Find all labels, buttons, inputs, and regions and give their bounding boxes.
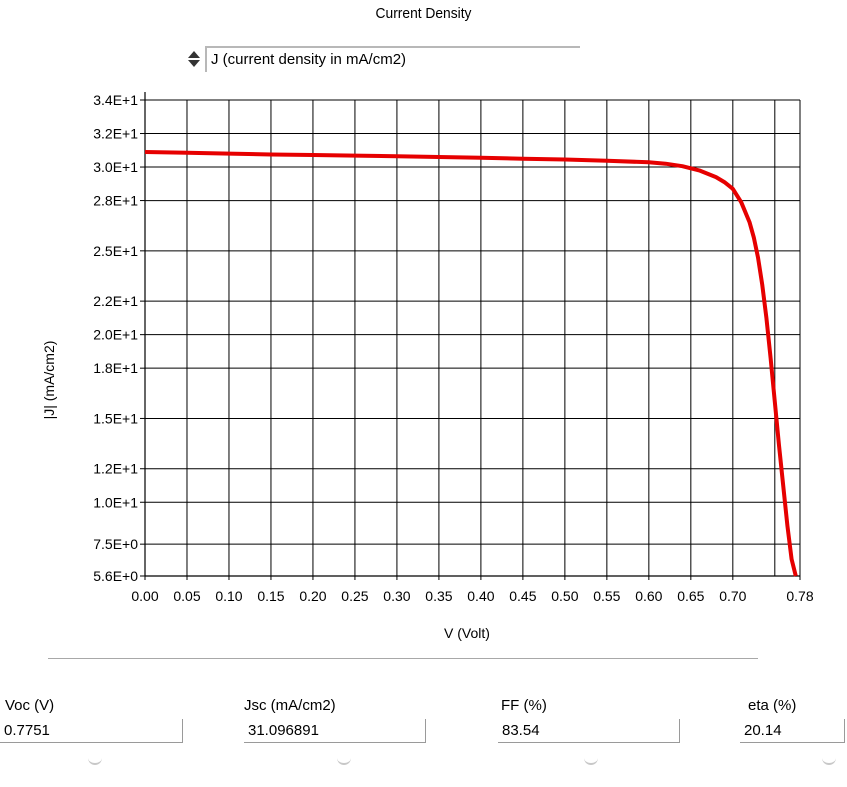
x-axis-label: V (Volt) <box>444 625 490 641</box>
plot-quantity-field[interactable]: J (current density in mA/cm2) <box>205 46 580 72</box>
chart-title: Current Density <box>375 5 472 22</box>
series-line <box>144 150 798 577</box>
ff-label: FF (%) <box>501 697 547 714</box>
y-tick-label: 1.0E+1 <box>93 494 138 510</box>
eta-label: eta (%) <box>748 697 797 714</box>
x-tick-label: 0.15 <box>257 588 284 604</box>
y-tick-label: 1.5E+1 <box>93 410 138 426</box>
jsc-label: Jsc (mA/cm2) <box>244 697 336 714</box>
y-tick-label: 2.5E+1 <box>93 243 138 259</box>
x-tick-label: 0.40 <box>467 588 494 604</box>
spin-arrows-icon[interactable] <box>185 47 203 71</box>
voc-label: Voc (V) <box>5 697 55 714</box>
x-tick-label: 0.45 <box>509 588 536 604</box>
current-density-chart: 5.6E+0 7.5E+0 1.0E+1 1.2E+1 1.5E+1 1.8E+1 2.0E… <box>41 92 814 641</box>
x-tick-label: 0.00 <box>131 588 158 604</box>
ff-value[interactable]: 83.54 <box>498 719 680 743</box>
y-axis-label: |J| (mA/cm2) <box>41 341 57 420</box>
y-tick-label: 1.8E+1 <box>93 360 138 376</box>
y-tick-label: 3.0E+1 <box>93 159 138 175</box>
plot-quantity-selector[interactable]: J (current density in mA/cm2) <box>185 46 580 72</box>
y-tick-label: 3.2E+1 <box>93 126 138 142</box>
resize-grip-icon[interactable] <box>822 755 836 765</box>
x-tick-label: 0.10 <box>215 588 242 604</box>
x-tick-label: 0.30 <box>383 588 410 604</box>
x-tick-label: 0.60 <box>635 588 662 604</box>
x-tick-label: 0.20 <box>299 588 326 604</box>
x-tick-label: 0.05 <box>173 588 200 604</box>
resize-grip-icon[interactable] <box>337 755 351 765</box>
chart-axes <box>144 92 800 577</box>
y-tick-label: 7.5E+0 <box>93 536 138 552</box>
resize-grip-icon[interactable] <box>88 755 102 765</box>
y-axis-ticks: 5.6E+0 7.5E+0 1.0E+1 1.2E+1 1.5E+1 1.8E+1 2.0E… <box>93 92 145 584</box>
y-tick-label: 2.2E+1 <box>93 293 138 309</box>
x-tick-label: 0.55 <box>593 588 620 604</box>
resize-grip-icon[interactable] <box>584 755 598 765</box>
y-tick-label: 2.0E+1 <box>93 327 138 343</box>
x-tick-label: 0.50 <box>551 588 578 604</box>
chart-series <box>144 150 798 577</box>
x-tick-label: 0.70 <box>719 588 746 604</box>
eta-value[interactable]: 20.14 <box>740 719 845 743</box>
x-tick-label: 0.78 <box>786 588 813 604</box>
x-tick-label: 0.65 <box>677 588 704 604</box>
y-tick-label: 3.4E+1 <box>93 92 138 108</box>
y-tick-label: 1.2E+1 <box>93 461 138 477</box>
jsc-value[interactable]: 31.096891 <box>244 719 426 743</box>
divider <box>48 658 758 659</box>
voc-value[interactable]: 0.7751 <box>0 719 183 743</box>
x-tick-label: 0.35 <box>425 588 452 604</box>
x-tick-label: 0.25 <box>341 588 368 604</box>
y-tick-label: 5.6E+0 <box>93 568 138 584</box>
y-tick-label: 2.8E+1 <box>93 193 138 209</box>
x-axis-ticks: 0.00 0.05 0.10 0.15 0.20 0.25 0.30 0.35 0.40 0.45… <box>131 576 814 604</box>
